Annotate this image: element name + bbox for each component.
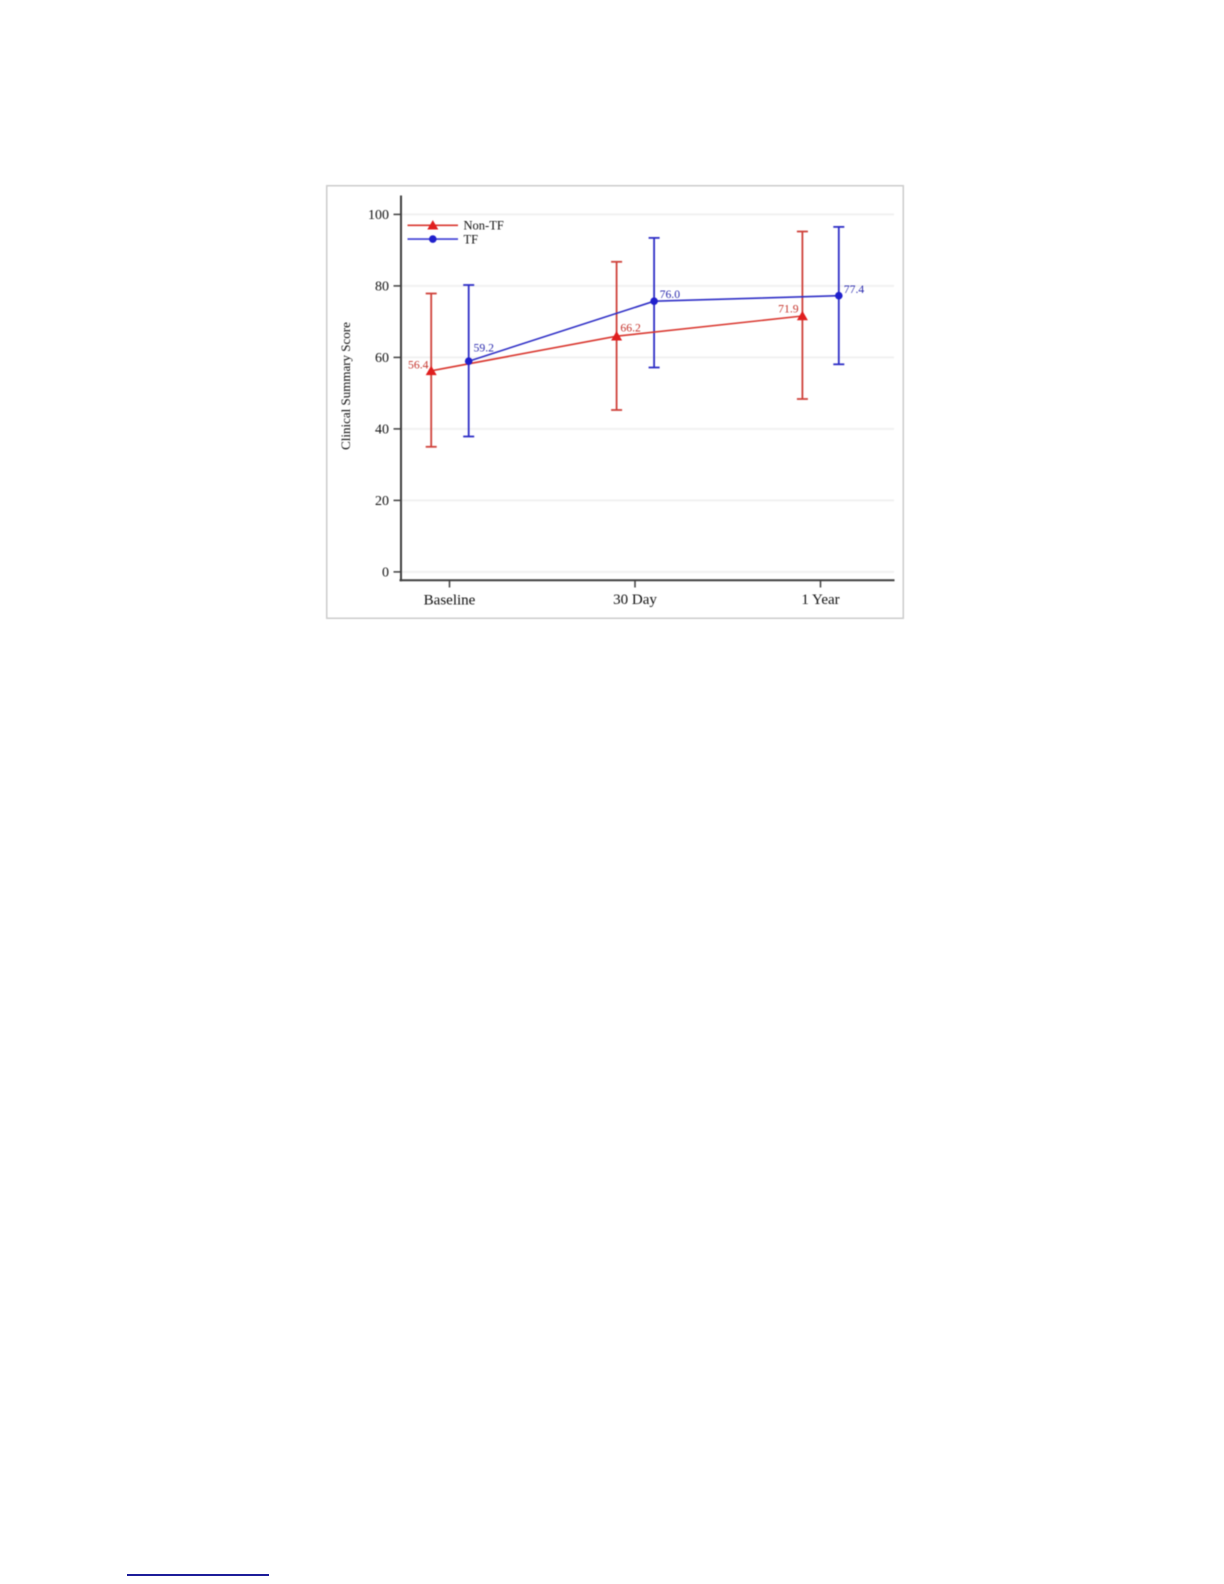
svg-text:59.2: 59.2 — [473, 341, 494, 354]
svg-text:40: 40 — [375, 422, 389, 437]
svg-text:0: 0 — [382, 565, 389, 580]
svg-text:Clinical Summary Score: Clinical Summary Score — [338, 321, 353, 449]
svg-text:Baseline: Baseline — [423, 592, 475, 608]
svg-text:100: 100 — [368, 208, 389, 223]
svg-text:30 Day: 30 Day — [613, 592, 657, 608]
svg-text:TF: TF — [463, 232, 478, 246]
svg-text:56.4: 56.4 — [408, 358, 429, 371]
svg-text:77.4: 77.4 — [843, 283, 864, 296]
svg-text:80: 80 — [375, 279, 389, 294]
svg-text:60: 60 — [375, 351, 389, 366]
svg-text:1 Year: 1 Year — [801, 592, 839, 608]
svg-text:76.0: 76.0 — [659, 288, 680, 301]
svg-text:71.9: 71.9 — [778, 302, 799, 315]
svg-text:Non-TF: Non-TF — [463, 218, 503, 232]
svg-text:20: 20 — [375, 494, 389, 509]
svg-text:66.2: 66.2 — [620, 321, 641, 334]
